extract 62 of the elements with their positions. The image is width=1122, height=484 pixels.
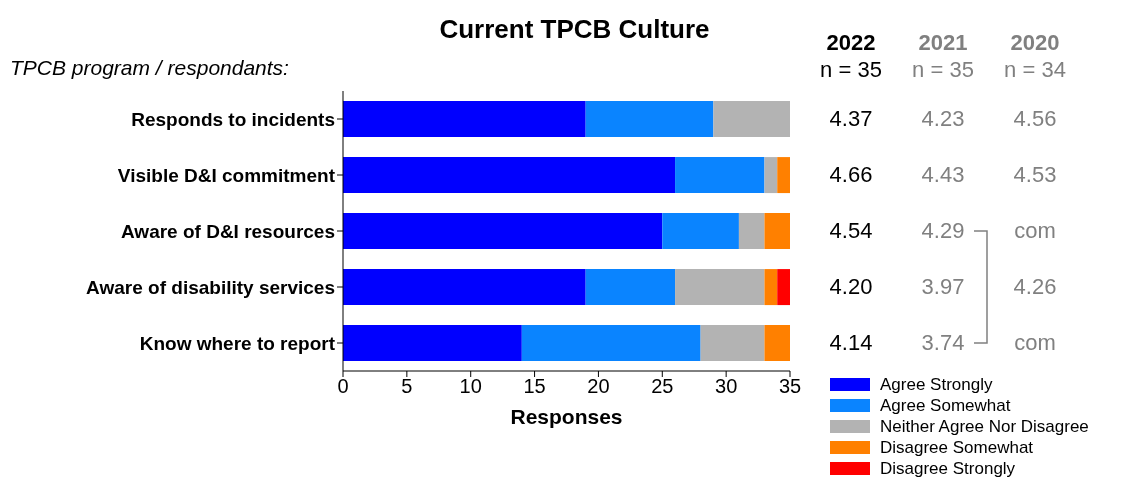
text: 4.43 (920, 162, 966, 188)
legend-label: Agree Strongly (880, 374, 993, 395)
bar (777, 269, 790, 306)
text: com (1013, 218, 1057, 244)
bar (738, 213, 765, 250)
text: n = 35 (819, 57, 883, 83)
x-axis-title: Responses (510, 404, 623, 428)
y-axis-title: TPCB program / respondants: (10, 56, 289, 80)
text: 4.14 (828, 330, 874, 356)
bar (764, 157, 778, 194)
bar (585, 101, 714, 138)
bar (521, 325, 701, 362)
bar (343, 213, 663, 250)
bar (585, 269, 676, 306)
x-tick-label: 10 (459, 375, 482, 398)
bar (343, 325, 522, 362)
bar (700, 325, 765, 362)
text: 4.37 (828, 106, 874, 132)
x-tick-label: 30 (715, 375, 738, 398)
bar (675, 269, 765, 306)
text: 4.56 (1012, 106, 1058, 132)
text: 4.23 (920, 106, 966, 132)
x-tick-label: 35 (778, 375, 802, 398)
text: n = 35 (911, 57, 975, 83)
x-tick-label: 20 (587, 375, 610, 398)
text: 4.26 (1012, 274, 1058, 300)
bar (343, 101, 586, 138)
chart-title: Current TPCB Culture (438, 14, 711, 45)
text: 2022 (825, 30, 877, 56)
text: 2021 (917, 30, 969, 56)
text: 3.97 (920, 274, 966, 300)
bar (764, 213, 790, 250)
bar (662, 213, 739, 250)
y-tick-label: Know where to report (139, 332, 336, 354)
y-tick-label: Aware of D&I resources (120, 220, 335, 242)
bar (764, 269, 778, 306)
x-tick-label: 5 (401, 375, 413, 398)
legend-label: Disagree Somewhat (880, 437, 1034, 458)
text: 4.54 (828, 218, 874, 244)
y-tick-label: Aware of disability services (86, 276, 335, 298)
x-tick-label: 0 (337, 375, 349, 398)
legend-label: Disagree Strongly (880, 458, 1016, 479)
x-tick-label: 15 (523, 375, 546, 398)
text: 3.74 (920, 330, 966, 356)
y-tick-label: Visible D&I commitment (117, 164, 336, 186)
bar (764, 325, 790, 362)
text: 4.53 (1012, 162, 1058, 188)
bar (343, 269, 586, 306)
text: com (1013, 330, 1057, 356)
bar (675, 157, 765, 194)
text: 4.29 (920, 218, 966, 244)
text: 4.20 (828, 274, 874, 300)
bar (343, 157, 676, 194)
y-tick-label: Responds to incidents (131, 108, 335, 130)
text: 4.66 (828, 162, 874, 188)
bar (777, 157, 790, 194)
text: 2020 (1009, 30, 1061, 56)
bar (713, 101, 790, 138)
legend-label: Neither Agree Nor Disagree (880, 416, 1089, 437)
text: n = 34 (1003, 57, 1067, 83)
legend-label: Agree Somewhat (880, 395, 1011, 416)
x-tick-label: 25 (651, 375, 674, 398)
